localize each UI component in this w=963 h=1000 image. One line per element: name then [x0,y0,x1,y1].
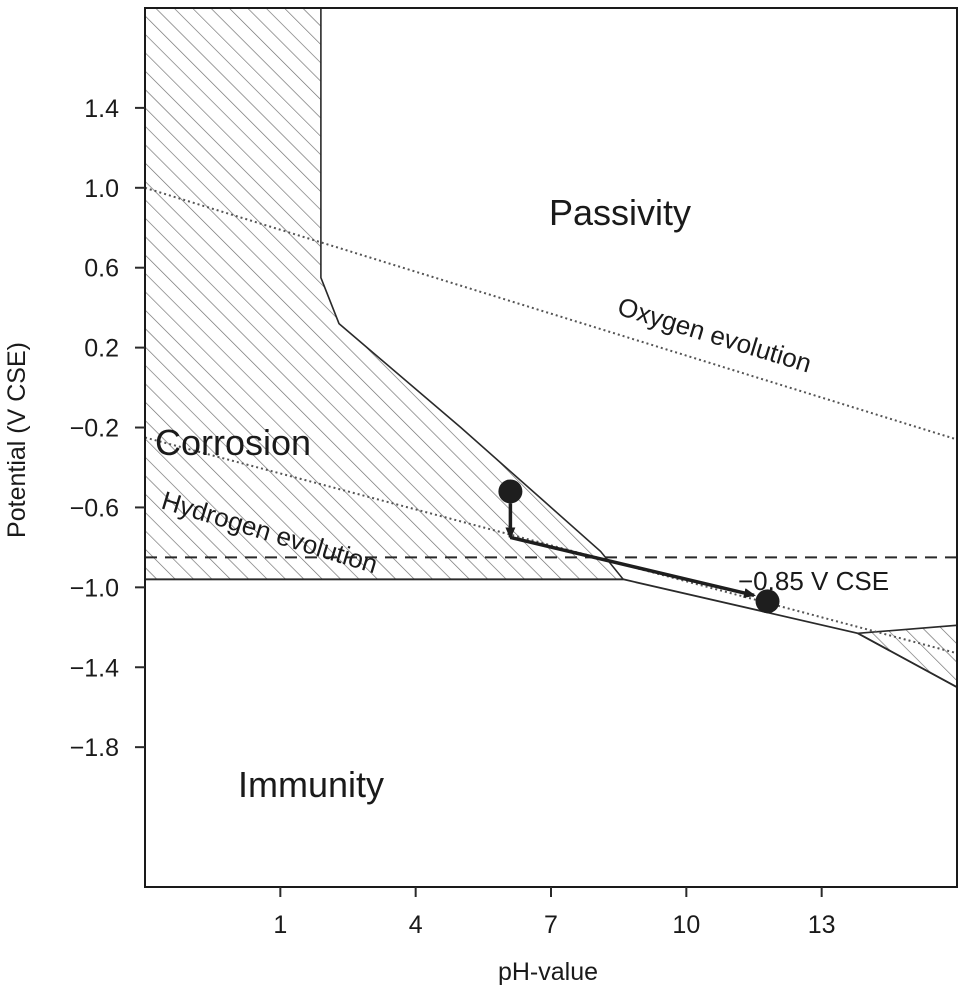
x-axis-title: pH-value [498,958,598,986]
region-corrosion-alkaline [855,624,958,689]
y-tick-label: 1.0 [84,175,119,203]
y-tick-label: 0.6 [84,255,119,283]
marker-layer [498,479,780,614]
cse-reference-label: −0.85 V CSE [738,566,889,596]
initial-state-marker [498,479,523,504]
ph-shift-arrow [509,535,756,598]
x-tick-label: 1 [273,911,287,939]
oxygen-evolution-line [145,186,957,441]
passivity-immunity-boundary [622,578,958,688]
y-tick-label: −1.8 [70,734,119,762]
y-axis-title: Potential (V CSE) [3,342,31,538]
y-tick-label: −1.0 [70,574,119,602]
y-tick-label: 0.2 [84,335,119,363]
y-tick-label: 1.4 [84,95,119,123]
regions-layer [144,7,958,689]
protected-state-marker [755,589,780,614]
boundary-layer [145,578,958,688]
region-label-immunity: Immunity [238,764,384,805]
y-tick-label: −0.2 [70,415,119,443]
y-tick-label: −1.4 [70,654,119,682]
region-label-passivity: Passivity [549,192,691,233]
x-tick-label: 13 [808,911,836,939]
region-label-corrosion: Corrosion [155,422,311,463]
y-tick-label: −0.6 [70,494,119,522]
x-tick-label: 4 [409,911,423,939]
region-corrosion [144,7,625,581]
tick-layer: 1 4 7 10 13 1.4 1.0 0.6 0.2 −0.2 −0.6 −1.0 −1.4 −1.8 [70,95,836,939]
x-tick-label: 10 [672,911,700,939]
x-tick-label: 7 [544,911,558,939]
